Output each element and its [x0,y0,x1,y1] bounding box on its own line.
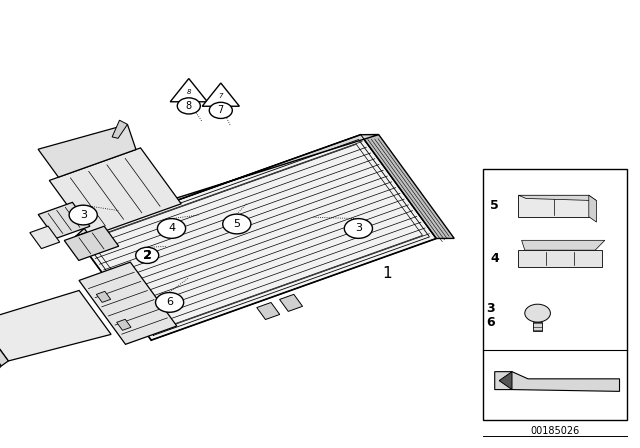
Polygon shape [499,372,512,390]
Polygon shape [202,83,239,106]
Circle shape [525,304,550,322]
Circle shape [136,247,159,263]
Polygon shape [64,226,118,260]
Polygon shape [522,240,605,250]
Polygon shape [0,321,8,366]
Circle shape [157,219,186,238]
Circle shape [209,102,232,118]
Polygon shape [112,120,127,138]
Polygon shape [38,202,90,238]
Circle shape [69,205,97,225]
Polygon shape [518,250,602,267]
Text: 7: 7 [218,105,224,116]
Text: 4: 4 [490,252,499,265]
Polygon shape [76,135,436,340]
Polygon shape [257,302,280,319]
Polygon shape [589,195,596,222]
Polygon shape [76,134,379,237]
Text: 3: 3 [355,224,362,233]
Polygon shape [30,226,60,249]
Polygon shape [0,364,1,373]
Polygon shape [280,294,303,311]
Polygon shape [79,262,177,345]
Text: 1: 1 [382,266,392,281]
Text: 5: 5 [234,219,240,229]
Polygon shape [49,148,181,236]
Text: 5: 5 [490,199,499,212]
Polygon shape [495,372,620,392]
Polygon shape [116,319,131,330]
Text: 00185026: 00185026 [531,426,580,436]
Text: 6: 6 [166,297,173,307]
Polygon shape [97,291,111,302]
Polygon shape [170,78,207,102]
Polygon shape [361,134,454,238]
FancyBboxPatch shape [483,169,627,420]
Polygon shape [518,195,589,217]
Circle shape [344,219,372,238]
Text: 8: 8 [186,89,191,95]
Polygon shape [0,290,111,361]
Text: 6: 6 [486,315,495,329]
Polygon shape [518,195,596,201]
Polygon shape [38,125,136,177]
Circle shape [156,293,184,312]
Text: 2: 2 [143,250,151,260]
Circle shape [223,214,251,234]
Text: 2: 2 [143,249,152,262]
Text: 3: 3 [80,210,86,220]
Text: 3: 3 [486,302,495,315]
Circle shape [177,98,200,114]
Text: 7: 7 [218,93,223,99]
Text: 8: 8 [186,101,192,111]
Text: 4: 4 [168,224,175,233]
Polygon shape [533,322,542,331]
